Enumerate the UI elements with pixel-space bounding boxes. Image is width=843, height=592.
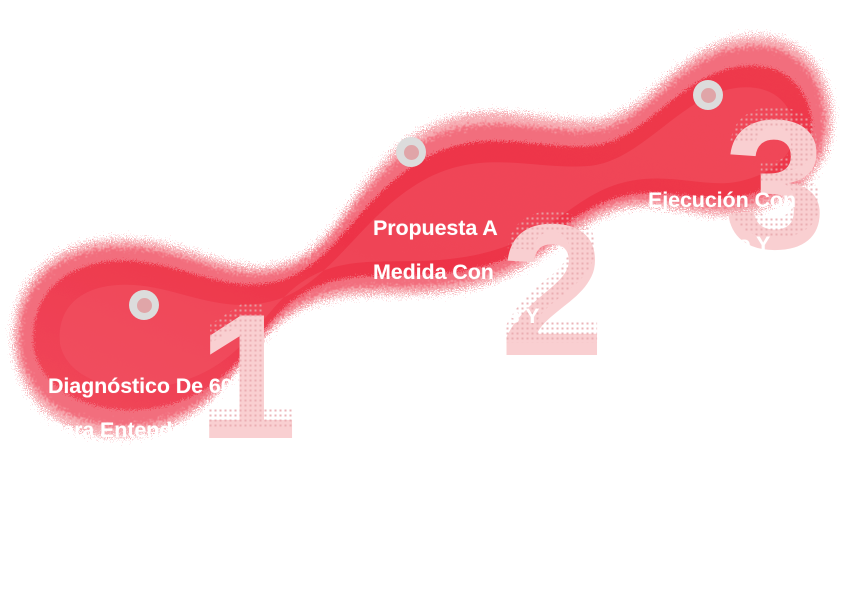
step-marker-2-core xyxy=(403,144,419,160)
step-marker-1[interactable] xyxy=(129,290,159,320)
step-marker-2[interactable] xyxy=(396,137,426,167)
step-marker-3[interactable] xyxy=(693,80,723,110)
step-description-2: Propuesta A Medida Con Alcance, Hitos Y … xyxy=(373,216,540,592)
step-description-3: Ejecución Con Tu Equipo Y Transferencia … xyxy=(648,188,796,388)
step-description-1: Diagnóstico De 60' Para Entender Context… xyxy=(48,374,238,530)
step-marker-3-core xyxy=(700,87,716,103)
step-marker-1-core xyxy=(136,297,152,313)
